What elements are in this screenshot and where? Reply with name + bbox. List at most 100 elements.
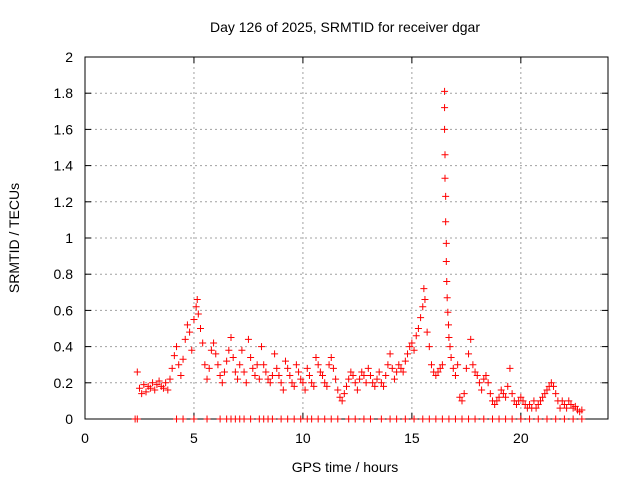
data-point bbox=[410, 346, 418, 354]
y-tick-label: 1 bbox=[65, 230, 73, 246]
data-point bbox=[395, 361, 403, 369]
data-point bbox=[380, 382, 388, 390]
data-point bbox=[210, 339, 218, 347]
data-point bbox=[517, 415, 525, 423]
data-point bbox=[149, 379, 157, 387]
data-point bbox=[286, 372, 294, 380]
data-point bbox=[255, 375, 263, 383]
data-point bbox=[443, 294, 451, 302]
data-point bbox=[567, 401, 575, 409]
data-point bbox=[138, 390, 146, 398]
data-point bbox=[153, 381, 161, 389]
data-point bbox=[539, 393, 547, 401]
data-point bbox=[541, 390, 549, 398]
data-point bbox=[303, 364, 311, 372]
data-point bbox=[410, 415, 418, 423]
data-point bbox=[517, 393, 525, 401]
data-point bbox=[441, 104, 449, 112]
data-point bbox=[499, 390, 507, 398]
data-point bbox=[319, 372, 327, 380]
data-point bbox=[284, 415, 292, 423]
data-point bbox=[502, 393, 510, 401]
data-point bbox=[358, 368, 366, 376]
y-tick-label: 0.4 bbox=[54, 339, 74, 355]
data-point bbox=[442, 192, 450, 200]
data-point bbox=[240, 368, 248, 376]
data-point bbox=[447, 353, 455, 361]
data-point bbox=[377, 415, 385, 423]
data-point bbox=[301, 386, 309, 394]
data-point bbox=[420, 285, 428, 293]
data-point bbox=[419, 303, 427, 311]
data-point bbox=[399, 368, 407, 376]
y-tick-label: 1.2 bbox=[54, 194, 74, 210]
data-point bbox=[552, 415, 560, 423]
data-point bbox=[458, 397, 466, 405]
data-point bbox=[173, 415, 181, 423]
data-point bbox=[412, 332, 420, 340]
data-point bbox=[504, 382, 512, 390]
data-point bbox=[292, 361, 300, 369]
data-point bbox=[484, 379, 492, 387]
data-point bbox=[401, 415, 409, 423]
data-point bbox=[170, 352, 178, 360]
data-point bbox=[212, 350, 220, 358]
data-point bbox=[419, 415, 427, 423]
grid-lines bbox=[85, 57, 608, 419]
data-point bbox=[334, 415, 342, 423]
data-point bbox=[299, 379, 307, 387]
data-point bbox=[155, 377, 163, 385]
data-point bbox=[297, 415, 305, 423]
data-point bbox=[556, 404, 564, 412]
data-point bbox=[260, 361, 268, 369]
data-point bbox=[340, 390, 348, 398]
data-point bbox=[397, 364, 405, 372]
data-point bbox=[258, 343, 266, 351]
data-point bbox=[442, 218, 450, 226]
data-point bbox=[253, 361, 261, 369]
data-point bbox=[417, 314, 425, 322]
x-tick-label: 10 bbox=[295, 430, 311, 446]
data-point bbox=[353, 386, 361, 394]
data-point bbox=[495, 415, 503, 423]
data-point bbox=[441, 87, 449, 95]
data-point bbox=[133, 368, 141, 376]
data-point bbox=[534, 415, 542, 423]
data-points bbox=[131, 87, 586, 423]
data-point bbox=[236, 361, 244, 369]
data-point bbox=[181, 335, 189, 343]
data-point bbox=[305, 372, 313, 380]
data-point bbox=[442, 258, 450, 266]
data-point bbox=[271, 350, 279, 358]
data-point bbox=[214, 361, 222, 369]
data-point bbox=[362, 379, 370, 387]
y-tick-label: 0.2 bbox=[54, 375, 74, 391]
y-tick-label: 0 bbox=[65, 411, 73, 427]
data-point bbox=[366, 415, 374, 423]
data-point bbox=[512, 401, 520, 409]
data-point bbox=[310, 382, 318, 390]
data-point bbox=[393, 368, 401, 376]
data-point bbox=[471, 415, 479, 423]
data-point bbox=[244, 335, 252, 343]
data-point bbox=[325, 361, 333, 369]
data-point bbox=[162, 379, 170, 387]
data-point bbox=[312, 353, 320, 361]
data-point bbox=[264, 375, 272, 383]
x-tick-label: 0 bbox=[81, 430, 89, 446]
data-point bbox=[223, 357, 231, 365]
data-point bbox=[369, 379, 377, 387]
data-point bbox=[441, 174, 449, 182]
data-point bbox=[423, 328, 431, 336]
data-point bbox=[442, 239, 450, 247]
data-point bbox=[366, 372, 374, 380]
data-point bbox=[356, 375, 364, 383]
data-point bbox=[386, 415, 394, 423]
data-point bbox=[441, 125, 449, 133]
data-point bbox=[438, 361, 446, 369]
data-point bbox=[277, 415, 285, 423]
data-point bbox=[205, 364, 213, 372]
data-point bbox=[565, 397, 573, 405]
